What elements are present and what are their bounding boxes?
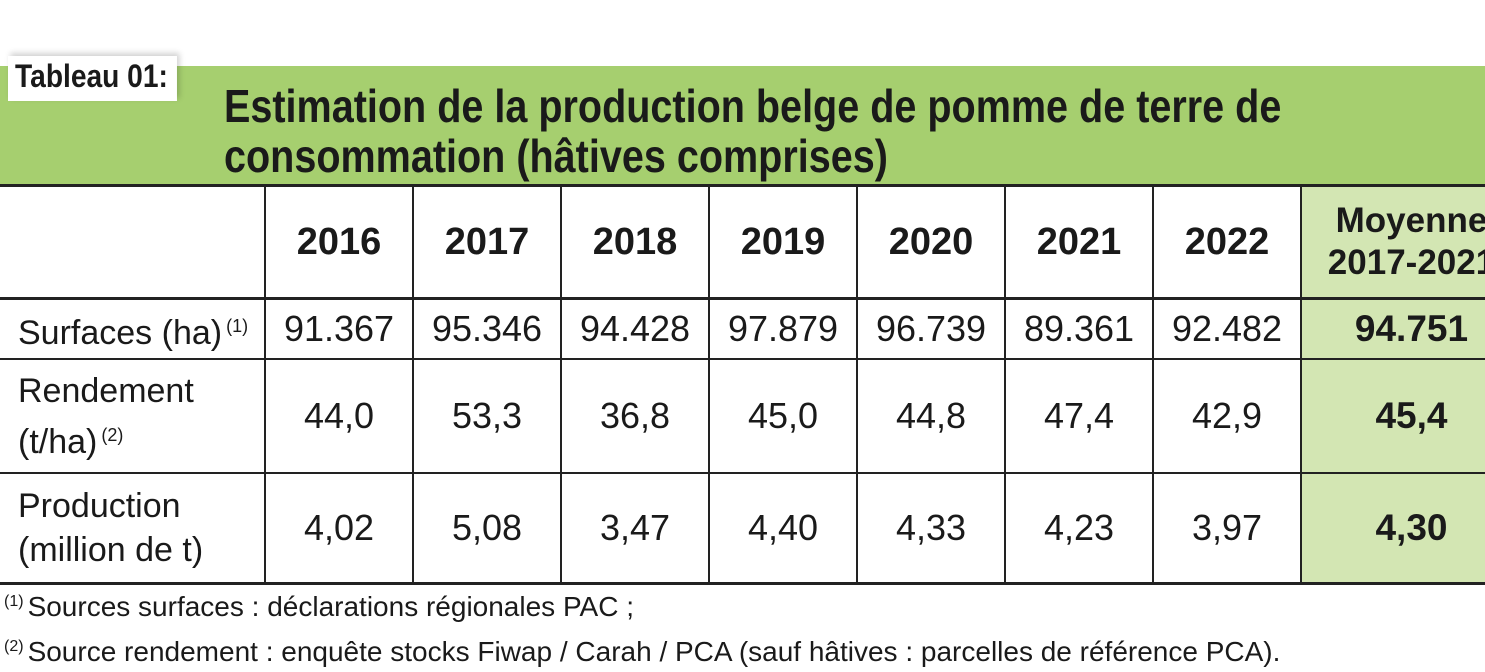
- production-table: 2016 2017 2018 2019 2020 2021 2022 Moyen…: [0, 184, 1485, 585]
- table-cell: 95.346: [412, 297, 562, 360]
- table-cell: 53,3: [412, 358, 562, 474]
- corner-cell: [0, 184, 266, 300]
- row-header-production: Production (million de t): [0, 472, 266, 585]
- table-cell: 96.739: [856, 297, 1006, 360]
- table-cell: 44,0: [264, 358, 414, 474]
- average-header-line-2: 2017-2021: [1327, 243, 1485, 282]
- average-header-line-1: Moyenne: [1335, 201, 1485, 240]
- year-header: 2018: [560, 184, 710, 300]
- footnote: (1) Sources surfaces : déclarations régio…: [4, 582, 1474, 627]
- footnote: (2) Source rendement : enquête stocks Fiw…: [4, 627, 1474, 672]
- year-header: 2020: [856, 184, 1006, 300]
- row-header-rendement: Rendement (t/ha) (2): [0, 358, 266, 474]
- table-cell: 97.879: [708, 297, 858, 360]
- average-header: Moyenne 2017-2021: [1300, 184, 1485, 300]
- table-cell: 44,8: [856, 358, 1006, 474]
- footnotes: (1) Sources surfaces : déclarations régio…: [4, 582, 1474, 672]
- table-cell: 5,08: [412, 472, 562, 585]
- table-row: Rendement (t/ha) (2) 44,0 53,3 36,8 45,0 …: [0, 358, 1485, 474]
- table-cell: 4,23: [1004, 472, 1154, 585]
- table-cell: 91.367: [264, 297, 414, 360]
- table-cell: 94.428: [560, 297, 710, 360]
- table-cell: 47,4: [1004, 358, 1154, 474]
- table-cell: 3,47: [560, 472, 710, 585]
- table-cell: 4,33: [856, 472, 1006, 585]
- table-cell: 92.482: [1152, 297, 1302, 360]
- footnote-ref: (2): [101, 424, 124, 445]
- year-header: 2022: [1152, 184, 1302, 300]
- footnote-mark: (1): [4, 593, 24, 610]
- header-row: 2016 2017 2018 2019 2020 2021 2022 Moyen…: [0, 184, 1485, 300]
- table-cell: 4,40: [708, 472, 858, 585]
- table-title-line-1: Estimation de la production belge de pom…: [224, 80, 1282, 132]
- row-label-unit: (million de t): [18, 531, 204, 569]
- row-label: Production: [18, 487, 181, 525]
- average-cell: 94.751: [1300, 297, 1485, 360]
- footnote-mark: (2): [4, 638, 24, 655]
- table-row: Production (million de t) 4,02 5,08 3,47…: [0, 472, 1485, 585]
- table-cell: 42,9: [1152, 358, 1302, 474]
- year-header: 2021: [1004, 184, 1154, 300]
- table-number-label: Tableau 01:: [8, 56, 177, 101]
- average-cell: 45,4: [1300, 358, 1485, 474]
- row-label: Rendement: [18, 371, 194, 410]
- footnote-text: Source rendement : enquête stocks Fiwap …: [27, 636, 1281, 667]
- table-cell: 4,02: [264, 472, 414, 585]
- table-cell: 89.361: [1004, 297, 1154, 360]
- year-header: 2017: [412, 184, 562, 300]
- row-label-unit: (t/ha): [18, 422, 98, 461]
- table-row: Surfaces (ha) (1) 91.367 95.346 94.428 97…: [0, 297, 1485, 360]
- average-cell: 4,30: [1300, 472, 1485, 585]
- table-cell: 36,8: [560, 358, 710, 474]
- table-cell: 45,0: [708, 358, 858, 474]
- footnote-ref: (1): [226, 315, 249, 336]
- footnote-text: Sources surfaces : déclarations régional…: [27, 591, 635, 622]
- row-header-surfaces: Surfaces (ha) (1): [0, 297, 266, 360]
- table-cell: 3,97: [1152, 472, 1302, 585]
- row-label: Surfaces (ha): [18, 313, 223, 352]
- title-band: Estimation de la production belge de pom…: [0, 66, 1485, 184]
- year-header: 2019: [708, 184, 858, 300]
- table-title-line-2: consommation (hâtives comprises): [224, 130, 888, 182]
- year-header: 2016: [264, 184, 414, 300]
